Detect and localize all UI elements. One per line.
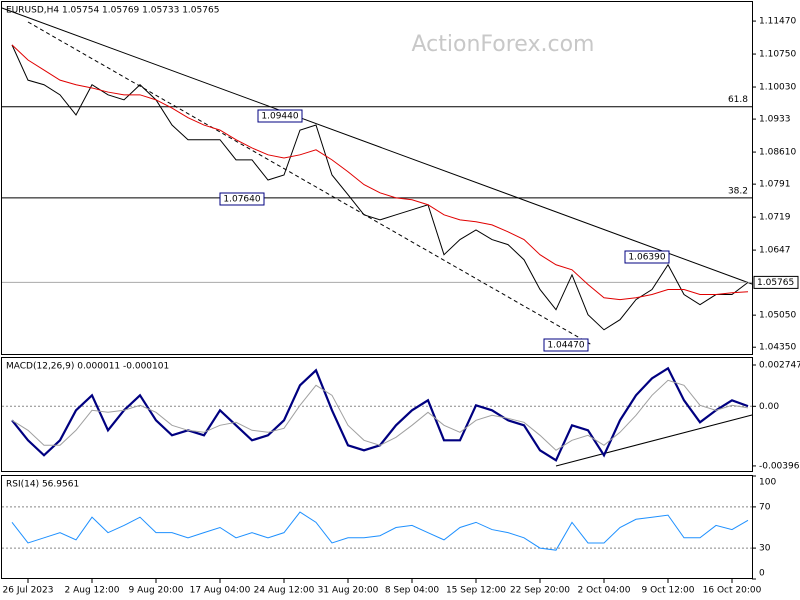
level-label: 61.8 [728, 95, 748, 105]
y-tick-label: 0.00 [759, 402, 779, 412]
price-panel [1, 1, 753, 355]
annotation-box [624, 250, 670, 264]
x-tick-label: 16 Oct 20:00 [703, 586, 762, 596]
y-tick-label: -0.003966 [759, 461, 800, 471]
y-tick-label: 70 [759, 502, 771, 512]
y-tick-label: 30 [759, 544, 771, 554]
series-line [11, 44, 749, 331]
series-line [11, 511, 749, 551]
annotation: 1.09440 [261, 112, 298, 122]
level-label: 38.2 [728, 186, 748, 196]
y-tick-label: 1.05050 [759, 311, 796, 321]
channel-line [27, 21, 593, 346]
x-tick-label: 15 Sep 12:00 [446, 586, 506, 596]
annotation-box [219, 192, 265, 206]
rsi-header: RSI(14) 56.9561 [6, 480, 79, 490]
price-header: EURUSD,H4 1.05754 1.05769 1.05733 1.0576… [6, 6, 219, 16]
trend-line [1, 7, 753, 285]
macd-header: MACD(12,26,9) 0.000011 -0.000101 [6, 362, 169, 372]
x-tick-label: 9 Aug 20:00 [129, 586, 184, 596]
macd-trend-line [555, 414, 753, 467]
last-price-label: 1.05765 [757, 278, 794, 288]
y-tick-label: 1.04350 [759, 343, 796, 353]
x-tick-label: 22 Sep 20:00 [510, 586, 570, 596]
y-tick-label: 1.10030 [759, 83, 796, 93]
annotation-box [543, 338, 589, 352]
annotation: 1.06390 [628, 253, 665, 263]
series-line [11, 44, 749, 301]
annotation-box [257, 109, 303, 123]
y-tick-label: 1.0933 [759, 115, 791, 125]
x-tick-label: 2 Aug 12:00 [65, 586, 120, 596]
series-line [11, 379, 749, 451]
y-tick-label: 1.10750 [759, 50, 796, 60]
x-tick-label: 9 Oct 12:00 [642, 586, 695, 596]
y-tick-label: 0.002747 [759, 361, 800, 371]
y-tick-label: 1.0647 [759, 246, 791, 256]
annotation: 1.04470 [547, 341, 584, 351]
x-tick-label: 24 Aug 12:00 [254, 586, 315, 596]
y-tick-label: 1.11470 [759, 17, 796, 27]
y-tick-label: 100 [759, 478, 776, 488]
last-price-box [753, 275, 799, 289]
y-tick-label: 1.08610 [759, 148, 796, 158]
x-tick-label: 17 Aug 04:00 [190, 586, 251, 596]
x-tick-label: 31 Aug 20:00 [318, 586, 379, 596]
macd-panel [1, 357, 753, 472]
rsi-panel [1, 475, 753, 579]
x-tick-label: 26 Jul 2023 [3, 586, 54, 596]
x-tick-label: 8 Sep 04:00 [385, 586, 440, 596]
x-tick-label: 2 Oct 04:00 [578, 586, 631, 596]
y-tick-label: 1.0719 [759, 213, 791, 223]
y-tick-label: 0 [759, 569, 765, 579]
y-tick-label: 1.0791 [759, 180, 791, 190]
annotation: 1.07640 [223, 195, 260, 205]
watermark: ActionForex.com [412, 32, 595, 57]
